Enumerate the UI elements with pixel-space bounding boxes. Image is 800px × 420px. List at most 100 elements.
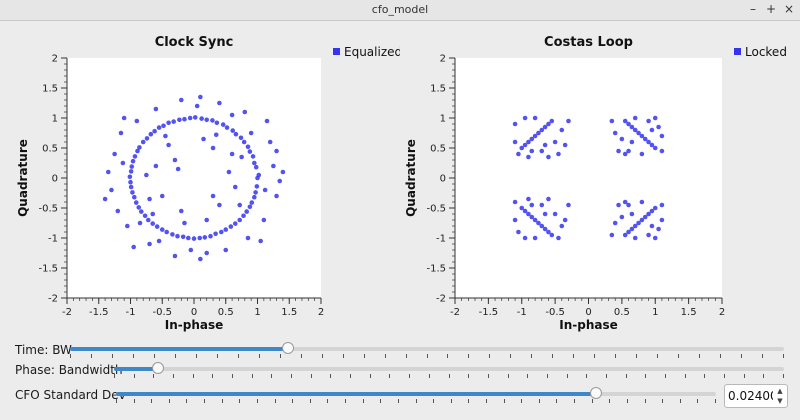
y-tick-label: -2 (436, 294, 446, 305)
data-point (217, 100, 222, 106)
data-point (539, 127, 545, 133)
close-button[interactable]: × (783, 2, 795, 16)
slider-tick (133, 354, 134, 358)
data-point (154, 224, 160, 229)
data-point (566, 118, 571, 124)
cfo-std-spinbox[interactable]: ▲ ▼ (724, 384, 788, 408)
data-point (629, 226, 635, 232)
data-point (213, 231, 218, 237)
data-point (542, 226, 548, 232)
data-point (532, 115, 538, 121)
data-point (656, 226, 661, 232)
data-point (150, 221, 156, 226)
slider-tick (744, 374, 745, 378)
x-tick-label: -0.5 (152, 307, 172, 318)
slider-tick (626, 374, 627, 378)
data-point (522, 115, 528, 121)
slider-tick (343, 354, 344, 358)
time-bw-slider-handle[interactable] (281, 342, 294, 354)
data-point (626, 121, 631, 127)
data-point (144, 136, 150, 141)
slider-tick (567, 374, 568, 378)
plot-area (67, 58, 321, 298)
data-point (559, 223, 565, 229)
data-point (159, 193, 165, 199)
data-point (156, 125, 162, 130)
y-tick-label: -1 (48, 234, 58, 245)
data-point (264, 118, 270, 124)
time-bw-slider[interactable] (70, 342, 784, 354)
data-point (137, 220, 143, 226)
data-point (130, 158, 136, 164)
data-point (228, 224, 234, 229)
data-point (254, 184, 260, 189)
x-tick-label: 1 (652, 307, 658, 318)
data-point (120, 160, 126, 166)
data-point (652, 235, 658, 241)
minimize-button[interactable]: – (750, 2, 756, 16)
data-point (639, 199, 645, 205)
data-point (649, 208, 655, 214)
x-tick-label: -1.5 (89, 307, 109, 318)
phase-bw-slider[interactable] (114, 362, 784, 374)
maximize-button[interactable]: + (765, 2, 777, 16)
data-point (105, 169, 111, 175)
data-point (180, 234, 186, 240)
spin-up-arrow-icon[interactable]: ▲ (777, 387, 783, 395)
data-point (204, 217, 209, 223)
x-axis-label: In-phase (559, 318, 618, 332)
slider-tick (594, 354, 595, 358)
slider-tick (531, 354, 532, 358)
data-point (210, 118, 215, 123)
data-point (526, 196, 531, 202)
data-point (562, 217, 568, 223)
slider-tick (556, 399, 557, 403)
data-point (156, 238, 162, 244)
data-point (632, 127, 638, 133)
data-point (199, 116, 204, 121)
data-point (539, 223, 545, 229)
phase-bw-ticks (114, 374, 784, 378)
slider-tick (134, 399, 135, 403)
slider-tick (704, 374, 705, 378)
slider-tick (232, 374, 233, 378)
slider-tick (370, 374, 371, 378)
slider-tick (615, 354, 616, 358)
data-point (217, 202, 222, 208)
data-point (121, 115, 127, 121)
time-bw-label: Time: BW (15, 343, 72, 357)
data-point (219, 229, 224, 235)
data-point (656, 124, 661, 130)
data-point (552, 211, 558, 217)
data-point (622, 199, 628, 205)
data-point (642, 136, 648, 142)
data-point (258, 238, 263, 244)
cfo-std-slider-handle[interactable] (590, 387, 602, 399)
data-point (147, 241, 152, 247)
slider-tick (447, 354, 448, 358)
data-point (210, 193, 216, 199)
data-point (202, 235, 208, 240)
data-point (134, 118, 140, 124)
data-point (549, 118, 555, 124)
data-point (646, 139, 651, 145)
data-point (237, 202, 243, 208)
data-point (230, 128, 236, 133)
cfo-std-ticks (116, 399, 716, 403)
slider-tick (212, 374, 213, 378)
data-point (249, 200, 255, 205)
cfo-std-value-input[interactable] (728, 388, 773, 404)
x-tick-label: -0.5 (545, 307, 565, 318)
data-point (175, 166, 181, 172)
data-point (210, 145, 216, 151)
cfo-std-slider[interactable] (116, 387, 716, 399)
phase-bw-slider-handle[interactable] (151, 362, 164, 374)
spin-down-arrow-icon[interactable]: ▼ (777, 397, 783, 405)
data-point (128, 184, 134, 190)
data-point (552, 139, 558, 145)
slider-tick (257, 399, 258, 403)
data-point (232, 184, 238, 190)
x-tick-label: 0 (585, 307, 591, 318)
y-axis-label: Quadrature (16, 139, 30, 217)
data-point (516, 151, 521, 157)
